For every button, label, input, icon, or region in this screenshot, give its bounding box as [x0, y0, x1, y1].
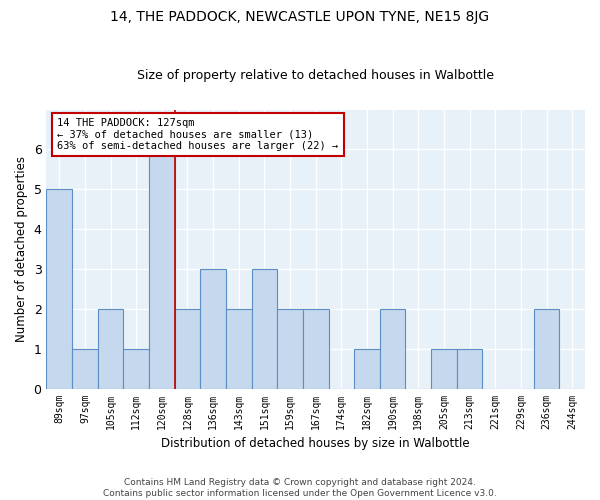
Bar [72, 348, 98, 389]
Title: Size of property relative to detached houses in Walbottle: Size of property relative to detached ho… [137, 69, 494, 82]
Bar [534, 309, 559, 388]
Bar [46, 190, 72, 388]
Bar [149, 150, 175, 388]
Text: Contains HM Land Registry data © Crown copyright and database right 2024.
Contai: Contains HM Land Registry data © Crown c… [103, 478, 497, 498]
Bar [457, 348, 482, 389]
Bar [251, 269, 277, 388]
Bar [303, 309, 329, 388]
X-axis label: Distribution of detached houses by size in Walbottle: Distribution of detached houses by size … [161, 437, 470, 450]
Bar [380, 309, 406, 388]
Bar [431, 348, 457, 389]
Y-axis label: Number of detached properties: Number of detached properties [15, 156, 28, 342]
Bar [200, 269, 226, 388]
Bar [226, 309, 251, 388]
Text: 14, THE PADDOCK, NEWCASTLE UPON TYNE, NE15 8JG: 14, THE PADDOCK, NEWCASTLE UPON TYNE, NE… [110, 10, 490, 24]
Bar [175, 309, 200, 388]
Bar [124, 348, 149, 389]
Bar [98, 309, 124, 388]
Text: 14 THE PADDOCK: 127sqm
← 37% of detached houses are smaller (13)
63% of semi-det: 14 THE PADDOCK: 127sqm ← 37% of detached… [57, 118, 338, 151]
Bar [277, 309, 303, 388]
Bar [354, 348, 380, 389]
